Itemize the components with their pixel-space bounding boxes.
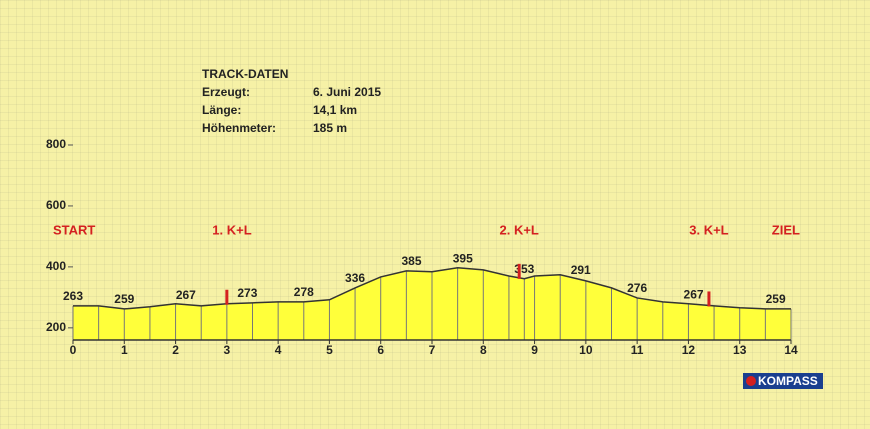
info-label: Höhenmeter: — [202, 121, 276, 135]
annotation: 2. K+L — [499, 222, 538, 237]
point-label: 267 — [684, 287, 704, 301]
logo-box — [743, 373, 823, 389]
point-label: 267 — [176, 288, 196, 302]
info-value: 6. Juni 2015 — [313, 85, 381, 99]
x-tick-label: 9 — [531, 343, 538, 357]
annotation: 3. K+L — [689, 222, 728, 237]
x-tick-label: 2 — [172, 343, 179, 357]
point-label: 259 — [766, 292, 786, 306]
y-tick-label: 200 — [46, 320, 66, 334]
point-label: 263 — [63, 289, 83, 303]
point-label: 385 — [401, 254, 421, 268]
info-label: Länge: — [202, 103, 241, 117]
elevation-line — [73, 267, 791, 310]
x-tick-label: 4 — [275, 343, 282, 357]
x-tick-label: 5 — [326, 343, 333, 357]
x-tick-label: 0 — [70, 343, 77, 357]
annotation: ZIEL — [772, 222, 800, 237]
info-title: TRACK-DATEN — [202, 67, 288, 81]
y-tick-label: 400 — [46, 259, 66, 273]
point-label: 353 — [514, 262, 534, 276]
x-tick-label: 14 — [784, 343, 798, 357]
point-label: 259 — [114, 292, 134, 306]
info-value: 185 m — [313, 121, 347, 135]
x-tick-label: 6 — [377, 343, 384, 357]
info-label: Erzeugt: — [202, 85, 250, 99]
x-tick-label: 11 — [631, 343, 644, 357]
x-tick-label: 3 — [224, 343, 231, 357]
point-label: 273 — [237, 286, 257, 300]
x-tick-label: 1 — [121, 343, 128, 357]
x-tick-label: 10 — [579, 343, 593, 357]
point-label: 336 — [345, 271, 365, 285]
logo: KOMPASS — [758, 374, 818, 388]
logo-icon — [746, 376, 756, 386]
y-tick-label: 800 — [46, 137, 66, 151]
point-label: 395 — [453, 251, 473, 265]
info-value: 14,1 km — [313, 103, 357, 117]
point-label: 278 — [294, 285, 314, 299]
x-tick-label: 13 — [733, 343, 747, 357]
annotation: 1. K+L — [212, 222, 251, 237]
point-label: 276 — [627, 281, 647, 295]
x-tick-label: 7 — [429, 343, 436, 357]
point-label: 291 — [571, 263, 591, 277]
x-tick-label: 8 — [480, 343, 487, 357]
annotation: START — [53, 222, 95, 237]
x-tick-label: 12 — [682, 343, 696, 357]
y-tick-label: 600 — [46, 198, 66, 212]
